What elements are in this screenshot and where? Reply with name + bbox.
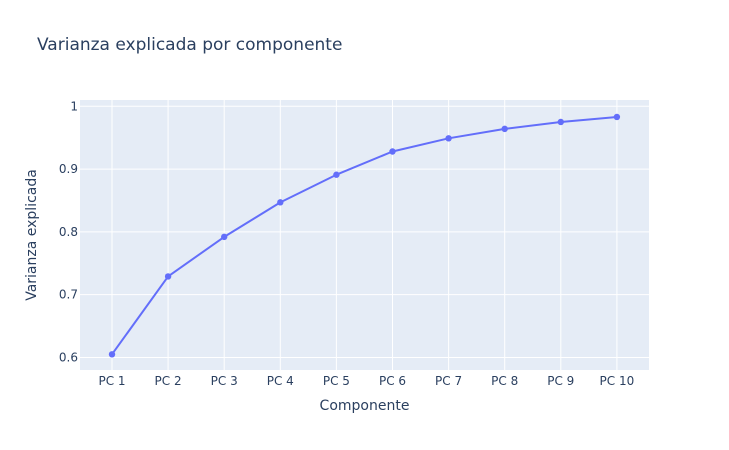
y-tick-label: 0.6 <box>59 350 78 364</box>
data-point <box>277 199 284 206</box>
data-point <box>557 118 564 126</box>
x-axis-title: Componente <box>320 398 410 414</box>
data-point <box>333 171 340 178</box>
data-point <box>164 273 172 280</box>
x-tick-label: PC 1 <box>98 374 125 388</box>
data-point <box>221 233 228 241</box>
data-point <box>445 135 452 142</box>
y-tick-label: 0.7 <box>59 288 78 302</box>
y-tick-label: 0.8 <box>59 225 78 239</box>
plot-area <box>80 100 649 370</box>
x-tick-label: PC 4 <box>267 374 294 388</box>
x-tick-label: PC 2 <box>155 374 182 388</box>
y-tick-label: 1 <box>70 99 78 113</box>
x-tick-label: PC 8 <box>491 374 518 388</box>
x-tick-label: PC 6 <box>379 374 406 388</box>
x-tick-label: PC 3 <box>211 374 238 388</box>
chart-title: Varianza explicada por componente <box>37 35 342 55</box>
x-axis-ticks: PC 1 PC 2 PC 3 PC 4 PC 5 PC 6 PC 7 PC 8 PC 9 PC 1… <box>98 374 634 388</box>
x-tick-label: PC 9 <box>547 374 574 388</box>
x-tick-label: PC 10 <box>600 374 635 388</box>
y-tick-label: 0.9 <box>59 162 78 176</box>
data-point <box>389 148 396 155</box>
series-layer <box>108 113 621 358</box>
gridlines <box>80 100 649 370</box>
data-point <box>501 125 508 133</box>
data-point <box>613 113 621 121</box>
x-tick-label: PC 7 <box>435 374 462 388</box>
series-line <box>111 115 617 355</box>
data-point <box>108 351 116 358</box>
y-axis-title: Varianza explicada <box>24 169 40 301</box>
x-tick-label: PC 5 <box>323 374 350 388</box>
y-axis-ticks: 0.6 0.7 0.8 0.9 1 <box>59 99 78 364</box>
